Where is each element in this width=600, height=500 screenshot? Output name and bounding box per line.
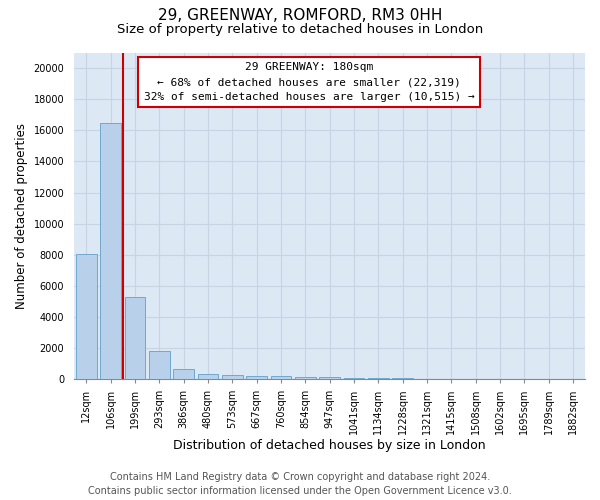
Bar xyxy=(368,378,389,380)
Text: 29 GREENWAY: 180sqm
← 68% of detached houses are smaller (22,319)
32% of semi-de: 29 GREENWAY: 180sqm ← 68% of detached ho… xyxy=(144,62,475,102)
Bar xyxy=(319,377,340,380)
Bar xyxy=(416,378,437,380)
Text: Size of property relative to detached houses in London: Size of property relative to detached ho… xyxy=(117,22,483,36)
Text: Contains HM Land Registry data © Crown copyright and database right 2024.
Contai: Contains HM Land Registry data © Crown c… xyxy=(88,472,512,496)
Bar xyxy=(271,376,291,380)
Bar xyxy=(344,378,364,380)
Bar xyxy=(295,376,316,380)
Bar xyxy=(441,379,461,380)
Bar xyxy=(197,374,218,380)
Bar xyxy=(392,378,413,380)
Bar xyxy=(246,376,267,380)
Bar xyxy=(149,350,170,380)
Bar xyxy=(100,122,121,380)
Bar xyxy=(125,297,145,380)
Bar xyxy=(173,368,194,380)
Text: 29, GREENWAY, ROMFORD, RM3 0HH: 29, GREENWAY, ROMFORD, RM3 0HH xyxy=(158,8,442,22)
Bar xyxy=(222,375,242,380)
X-axis label: Distribution of detached houses by size in London: Distribution of detached houses by size … xyxy=(173,440,486,452)
Bar xyxy=(76,254,97,380)
Y-axis label: Number of detached properties: Number of detached properties xyxy=(15,123,28,309)
